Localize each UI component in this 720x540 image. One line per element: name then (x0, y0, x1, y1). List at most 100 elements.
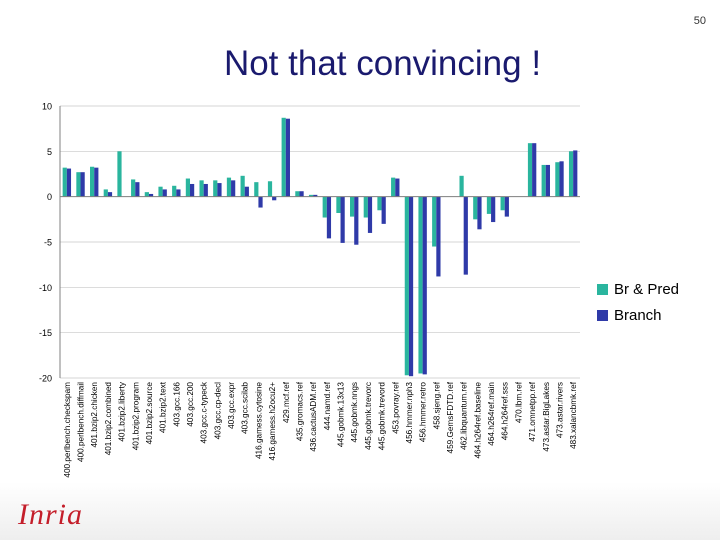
x-tick-label: 436.cactusADM.ref (309, 381, 318, 451)
bar-br-pred (172, 185, 177, 197)
x-tick-label: 456.hmmer.retro (419, 382, 428, 443)
bar-br-pred (62, 167, 67, 197)
bar-branch (176, 189, 181, 197)
bar-branch (463, 196, 468, 275)
bar-branch (162, 189, 167, 197)
x-tick-label: 403.gcc.expr (227, 382, 236, 429)
bar-branch (354, 196, 359, 245)
bar-branch (272, 196, 277, 201)
x-tick-label: 403.gcc.scilab (241, 382, 250, 434)
bar-br-pred (418, 196, 423, 374)
bar-branch (326, 196, 332, 239)
bar-branch (504, 196, 509, 217)
legend-label-br-pred: Br & Pred (614, 280, 680, 298)
bar-br-pred (459, 175, 464, 197)
bar-branch (422, 196, 427, 375)
y-tick-label: -5 (44, 238, 52, 248)
bar-br-pred (226, 177, 232, 197)
bars (62, 117, 578, 377)
legend: Br & Pred Branch (597, 276, 679, 328)
x-tick-label: 401.bzip2.text (159, 381, 168, 433)
bar-branch (559, 161, 564, 197)
bar-branch (313, 194, 318, 197)
y-tick-label: 5 (47, 147, 52, 157)
legend-swatch-br-pred (597, 283, 608, 295)
y-tick-label: 10 (42, 102, 52, 112)
bar-branch (299, 191, 304, 197)
bar-br-pred (90, 166, 95, 197)
x-tick-label: 403.gcc.200 (186, 382, 195, 427)
bar-br-pred (267, 181, 273, 197)
bar-branch (135, 182, 140, 197)
x-tick-label: 401.bzip2.combined (104, 382, 113, 456)
bar-br-pred (322, 196, 327, 218)
x-tick-label: 471.omnetpp.ref (528, 381, 537, 441)
x-tick-label: 470.lbm.ref (514, 381, 523, 423)
x-tick-label: 403.gcc.c-typeck (200, 381, 209, 443)
x-tick-label: 473.astar.BigLakes (542, 382, 551, 452)
bar-branch (395, 178, 400, 197)
x-tick-label: 464.h264ref.main (487, 382, 496, 446)
gridlines (60, 105, 580, 379)
x-tick-label: 400.perlbench.checkspam (63, 382, 72, 478)
y-tick-labels: 10 5 0 -5 -10 -15 -20 (39, 102, 52, 384)
bar-br-pred (76, 172, 81, 197)
x-tick-label: 473.astar.rivers (555, 382, 564, 438)
x-tick-label: 401.bzip2.chicken (90, 382, 99, 448)
bar-branch (436, 196, 441, 277)
x-tick-label: 456.hmmer.nph3 (405, 382, 414, 444)
x-tick-label: 453.povray.ref (391, 381, 400, 433)
legend-item-br-pred: Br & Pred (597, 276, 679, 302)
x-tick-label: 445.gobmk.nngs (350, 382, 359, 443)
bar-br-pred (131, 179, 136, 197)
bar-branch (408, 196, 414, 377)
bar-br-pred (541, 164, 546, 197)
slide-title: Not that convincing ! (223, 44, 542, 83)
bar-br-pred (185, 178, 190, 197)
bar-br-pred (555, 162, 560, 197)
y-tick-label: -20 (39, 374, 52, 384)
axes (59, 106, 580, 378)
bar-br-pred (404, 196, 409, 376)
bar-branch (94, 167, 99, 197)
x-tick-label: 416.gamess.cytosine (254, 382, 263, 459)
legend-item-branch: Branch (597, 302, 679, 328)
x-tick-label: 401.bzip2.liberty (118, 381, 127, 442)
bar-branch (340, 196, 345, 243)
x-tick-label: 464.h264ref.sss (501, 382, 510, 440)
x-tick-label: 403.gcc.166 (172, 382, 181, 427)
x-tick-label: 400.perlbench.diffmail (77, 382, 86, 462)
footer-bar (0, 482, 720, 540)
bar-br-pred (486, 196, 492, 214)
bar-br-pred (473, 196, 478, 220)
bar-branch (545, 164, 550, 197)
x-tick-label: 483.xalancbmk.ref (569, 381, 578, 449)
y-tick-label: -15 (39, 328, 52, 338)
y-tick-label: 0 (47, 192, 52, 202)
x-tick-label: 462.libquantum.ref (460, 381, 469, 450)
x-tick-labels: 400.perlbench.checkspam 400.perlbench.dif… (63, 381, 578, 477)
bar-branch (491, 196, 496, 223)
x-tick-label: 458.sjeng.ref (432, 381, 441, 429)
bar-br-pred (199, 180, 204, 197)
x-tick-label: 445.gobmk.trevorc (364, 382, 373, 450)
bar-br-pred (103, 189, 108, 197)
x-tick-label: 435.gromacs.ref (295, 381, 304, 441)
bar-br-pred (500, 196, 505, 211)
x-tick-label: 401.bzip2.source (145, 382, 154, 445)
x-tick-label: 464.h264ref.baseline (473, 382, 482, 459)
bar-branch (367, 196, 373, 233)
x-tick-label: 445.gobmk.trevord (378, 382, 387, 451)
bar-branch (573, 150, 578, 197)
bar-branch (285, 118, 290, 197)
bar-branch (80, 172, 85, 197)
bar-branch (217, 183, 222, 197)
bar-br-pred (295, 191, 300, 197)
bar-br-pred (117, 151, 122, 197)
bar-br-pred (377, 196, 382, 211)
bar-branch (532, 143, 537, 197)
x-tick-label: 444.namd.ref (323, 381, 332, 430)
bar-branch (231, 180, 236, 197)
bar-br-pred (281, 117, 286, 197)
